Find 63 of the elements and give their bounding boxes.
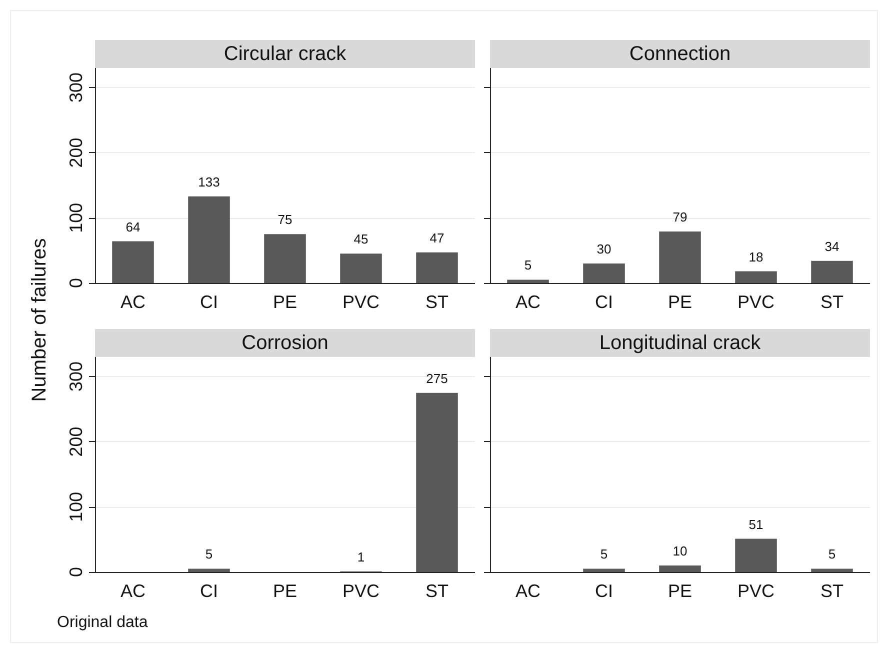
data-label: 5 — [600, 546, 608, 562]
y-tick-label: 0 — [66, 566, 86, 578]
x-tick-label: AC — [120, 292, 146, 312]
x-tick-label: CI — [200, 292, 218, 312]
data-label: 79 — [672, 210, 688, 225]
x-tick-label: PVC — [737, 292, 775, 312]
bar — [416, 252, 458, 283]
chart-title: Longitudinal crack — [490, 329, 870, 357]
bar — [188, 196, 230, 283]
y-tick-label: 300 — [66, 72, 86, 103]
chart-title: Circular crack — [95, 40, 475, 68]
y-tick-label: 200 — [66, 138, 86, 168]
x-tick-label: PVC — [737, 581, 775, 601]
x-tick-label: CI — [200, 581, 218, 601]
x-tick-label: PE — [668, 581, 692, 601]
data-label: 10 — [672, 543, 688, 558]
bar — [735, 271, 777, 283]
x-tick-label: CI — [595, 581, 613, 601]
data-label: 64 — [126, 219, 140, 234]
data-label: 5 — [205, 546, 213, 562]
x-tick-label: AC — [120, 581, 146, 601]
x-tick-label: ST — [820, 581, 844, 601]
data-label: 47 — [430, 230, 444, 246]
x-tick-label: ST — [820, 292, 844, 312]
x-tick-label: PE — [668, 292, 692, 312]
x-tick-label: PVC — [342, 581, 380, 601]
data-label: 34 — [824, 238, 840, 254]
y-tick-label: 200 — [66, 426, 86, 457]
y-tick-label: 300 — [66, 362, 86, 392]
bar — [507, 280, 549, 283]
data-label: 30 — [596, 241, 612, 256]
data-label: 1 — [357, 549, 365, 564]
bar — [811, 260, 853, 283]
x-tick-label: AC — [515, 581, 541, 601]
x-tick-label: PVC — [342, 292, 380, 312]
x-tick-label: CI — [595, 292, 613, 312]
chart-title: Connection — [490, 40, 870, 68]
bar — [112, 241, 154, 283]
bar — [340, 254, 382, 283]
x-tick-label: ST — [425, 581, 449, 601]
x-tick-label: PE — [272, 292, 298, 312]
data-label: 18 — [748, 249, 764, 264]
y-tick-label: 0 — [66, 278, 86, 288]
bar — [416, 392, 458, 572]
bar — [188, 568, 230, 572]
bar — [264, 234, 306, 283]
x-tick-label: ST — [425, 292, 449, 312]
x-tick-label: AC — [515, 292, 541, 312]
x-tick-label: PE — [272, 581, 298, 601]
data-label: 51 — [748, 516, 764, 532]
data-label: 75 — [278, 212, 292, 228]
data-label: 5 — [524, 258, 532, 273]
chart-title: Corrosion — [95, 329, 475, 357]
data-label: 45 — [354, 232, 368, 247]
y-tick-label: 100 — [66, 492, 86, 522]
y-tick-label: 100 — [66, 202, 86, 233]
text: Original data — [57, 614, 148, 632]
data-label: 133 — [198, 174, 220, 190]
bar — [583, 263, 625, 283]
data-label: 275 — [426, 370, 448, 386]
data-label: 5 — [828, 546, 836, 562]
bar — [659, 232, 701, 283]
y-axis-title: Number of failures — [28, 238, 52, 402]
